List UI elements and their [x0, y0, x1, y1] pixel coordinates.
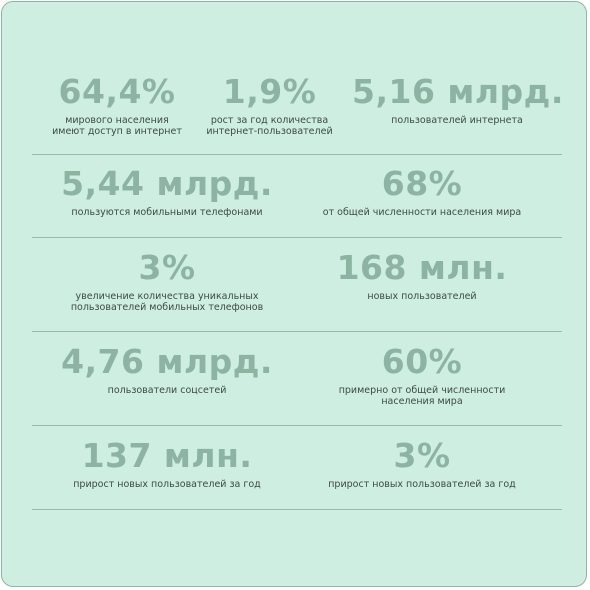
- stat-caption: примерно от общей численности населения …: [338, 385, 506, 407]
- stat-value: 68%: [381, 164, 463, 203]
- stat-value: 137 млн.: [81, 436, 253, 475]
- stat-internet-growth: 1,9% рост за год количества интернет-пол…: [197, 72, 342, 137]
- stat-social-users: 4,76 млрд. пользователи соцсетей: [47, 342, 287, 396]
- stat-internet-access: 64,4% мирового населения имеют доступ в …: [47, 72, 187, 137]
- stat-social-growth: 137 млн. прирост новых пользователей за …: [47, 436, 287, 490]
- stat-internet-users: 5,16 млрд. пользователей интернета: [352, 72, 564, 126]
- stat-value: 5,16 млрд.: [352, 72, 564, 111]
- stat-value: 60%: [381, 342, 463, 381]
- stat-caption: рост за год количества интернет-пользова…: [206, 115, 333, 137]
- stat-caption: прирост новых пользователей за год: [328, 479, 516, 490]
- stat-caption: пользователей интернета: [391, 115, 523, 126]
- row-divider: [32, 237, 562, 238]
- stat-value: 3%: [393, 436, 451, 475]
- row-divider: [32, 509, 562, 510]
- stat-caption: мирового населения имеют доступ в интерн…: [52, 115, 182, 137]
- stat-caption: новых пользователей: [367, 291, 477, 302]
- stat-caption: прирост новых пользователей за год: [73, 479, 261, 490]
- stat-mobile-share: 68% от общей численности населения мира: [302, 164, 542, 218]
- stat-mobile-growth: 3% увеличение количества уникальных поль…: [47, 248, 287, 313]
- stat-value: 3%: [138, 248, 196, 287]
- row-divider: [32, 331, 562, 332]
- stat-value: 64,4%: [58, 72, 176, 111]
- stat-value: 168 млн.: [336, 248, 508, 287]
- stat-social-share: 60% примерно от общей численности населе…: [302, 342, 542, 407]
- row-divider: [32, 425, 562, 426]
- stat-new-mobile-users: 168 млн. новых пользователей: [302, 248, 542, 302]
- stat-value: 5,44 млрд.: [61, 164, 273, 203]
- row-divider: [32, 154, 562, 155]
- stat-caption: пользователи соцсетей: [107, 385, 227, 396]
- stat-caption: пользуются мобильными телефонами: [71, 207, 263, 218]
- stat-value: 1,9%: [222, 72, 317, 111]
- stat-value: 4,76 млрд.: [61, 342, 273, 381]
- stat-caption: от общей численности населения мира: [322, 207, 522, 218]
- stat-caption: увеличение количества уникальных пользов…: [70, 291, 264, 313]
- stat-social-growth-percent: 3% прирост новых пользователей за год: [302, 436, 542, 490]
- stat-mobile-users: 5,44 млрд. пользуются мобильными телефон…: [47, 164, 287, 218]
